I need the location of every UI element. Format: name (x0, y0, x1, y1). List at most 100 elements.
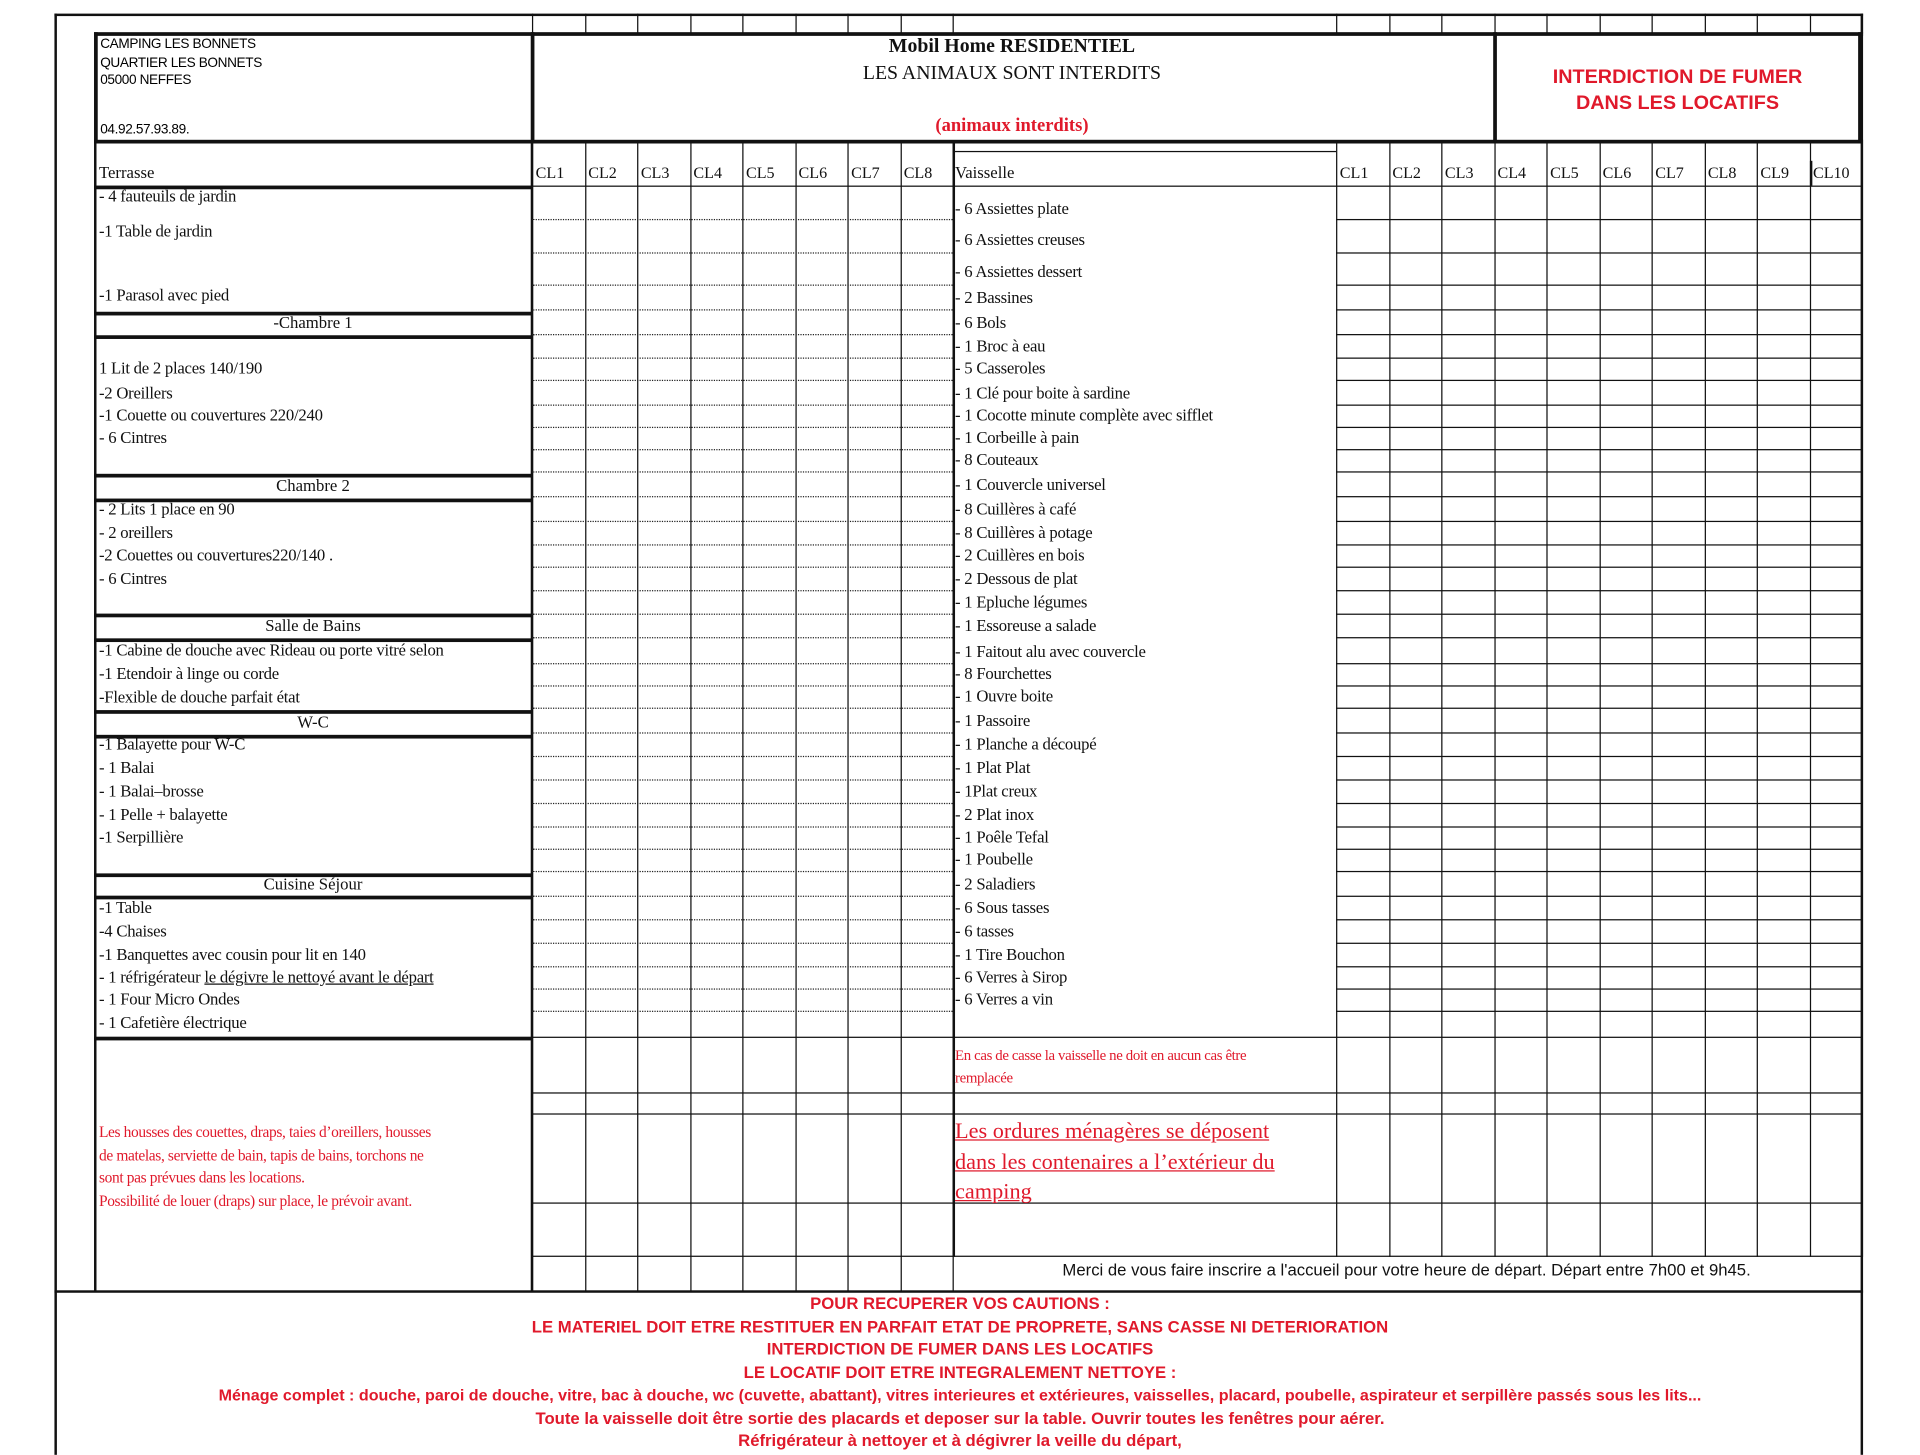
note-line: Possibilité de louer (draps) sur place, … (98, 1192, 412, 1210)
item-label: - 6 Cintres (98, 428, 167, 447)
column-header-right: CL3 (1444, 163, 1474, 182)
grid-line (1336, 284, 1862, 287)
column-header-right: CL7 (1655, 163, 1684, 182)
vaisselle-item: - 1 Faitout alu avec couvercle (955, 642, 1146, 661)
section-heading: -Chambre 1 (273, 313, 352, 333)
section-heading: Salle de Bains (265, 616, 361, 636)
waste-note: Les ordures ménagères se déposent dans l… (955, 1116, 1275, 1207)
column-line (742, 143, 744, 1292)
item-label: Chambre 2 (276, 476, 350, 495)
item-label: W-C (297, 712, 329, 732)
column-line (689, 143, 691, 1292)
column-header-right: CL10 (1812, 163, 1850, 182)
grid-line (1336, 919, 1862, 921)
header-border (1493, 32, 1497, 144)
inventory-item: - 1 Pelle + balayette (99, 805, 228, 825)
vaisselle-item: - 2 Plat inox (955, 805, 1034, 824)
dotted-grid-line (531, 707, 953, 709)
item-label: -1 Serpillière (98, 827, 184, 847)
outer-border (54, 13, 1864, 16)
item-label: -1 Balayette pour W-C (98, 734, 246, 754)
grid-line (952, 150, 1337, 153)
item-label: -1 Couette ou couvertures 220/240 (98, 405, 323, 425)
grid-line (1336, 613, 1862, 616)
column-line (1546, 143, 1548, 1257)
grid-line (1336, 218, 1862, 221)
footer-divider (54, 1290, 1864, 1293)
column-line (1651, 143, 1653, 1257)
column-header-left: CL8 (903, 163, 933, 182)
inventory-item: - 4 fauteuils de jardin (99, 187, 236, 207)
item-label: -Chambre 1 (273, 312, 353, 332)
dotted-grid-line (531, 471, 953, 473)
grid-line (1336, 685, 1862, 687)
section-heading: W-C (297, 713, 329, 733)
header-border (530, 32, 535, 144)
column-header-left: CL6 (798, 163, 828, 182)
item-label: Salle de Bains (265, 616, 361, 635)
dotted-grid-line (531, 942, 953, 944)
vaisselle-item: - 1 Planche a découpé (955, 734, 1097, 754)
section-divider (94, 498, 532, 502)
dotted-grid-line (531, 426, 953, 429)
item-label: - 1 Cafetière électrique (98, 1013, 247, 1032)
vaisselle-header: Vaisselle (955, 163, 1015, 182)
header-border (1858, 32, 1862, 144)
grid-line (1336, 988, 1862, 990)
grid-line (531, 1202, 953, 1204)
item-label: -1 Cabine de douche avec Rideau ou porte… (98, 640, 444, 660)
grid-line (952, 185, 1337, 187)
dotted-grid-line (531, 449, 953, 451)
vaisselle-item: - 1 Broc à eau (955, 336, 1046, 356)
item-label: - 6 Cintres (98, 569, 167, 588)
inventory-item: - 1 réfrigérateur le dégivre le nettoyé … (99, 967, 434, 987)
vaisselle-item: - 1 Ouvre boite (955, 686, 1053, 706)
grid-line (952, 143, 955, 1257)
grid-line (1704, 13, 1706, 34)
grid-line (1336, 1092, 1862, 1094)
dotted-grid-line (531, 966, 953, 968)
item-label: - 2 Lits 1 place en 90 (98, 499, 235, 519)
column-header-left: CL1 (535, 163, 565, 182)
column-line (847, 143, 849, 1292)
dotted-grid-line (531, 252, 953, 254)
vaisselle-item: - 5 Casseroles (955, 358, 1046, 378)
grid-line (1336, 802, 1862, 805)
note-line: Les housses des couettes, draps, taies d… (98, 1123, 431, 1141)
column-line (1704, 143, 1706, 1257)
grid-line (1336, 544, 1862, 546)
item-label: - 4 fauteuils de jardin (98, 186, 237, 206)
inventory-item: -2 Oreillers (99, 384, 173, 404)
vaisselle-item: - 1 Cocotte minute complète avec sifflet (955, 405, 1213, 425)
grid-line (531, 1255, 953, 1257)
camping-address: CAMPING LES BONNETS QUARTIER LES BONNETS… (100, 36, 262, 90)
grid-line (1336, 404, 1862, 407)
dotted-grid-line (531, 218, 953, 221)
section-divider (94, 311, 532, 315)
grid-line (1336, 496, 1862, 498)
outer-border (1860, 13, 1863, 1455)
dotted-grid-line (531, 496, 953, 498)
footer-line: Ménage complet : douche, paroi de douche… (218, 1385, 1702, 1405)
section-divider (94, 638, 532, 642)
section-divider (94, 1036, 532, 1040)
vaisselle-item: - 1 Tire Bouchon (955, 945, 1065, 964)
address-line: CAMPING LES BONNETS (100, 37, 256, 52)
note-line: camping (955, 1178, 1032, 1204)
vaisselle-item: - 1 Clé pour boite à sardine (955, 383, 1130, 403)
inventory-item: -1 Etendoir à linge ou corde (99, 664, 279, 684)
address-line: QUARTIER LES BONNETS (100, 55, 262, 70)
grid-line (1493, 13, 1496, 34)
grid-line (1336, 755, 1862, 758)
vaisselle-item: - 1 Couvercle universel (955, 475, 1106, 494)
grid-line (531, 185, 953, 187)
item-label: -2 Oreillers (98, 383, 173, 403)
departure-note: Merci de vous faire inscrire a l'accueil… (1062, 1260, 1751, 1280)
column-line (1493, 143, 1496, 1257)
vaisselle-item: - 2 Cuillères en bois (955, 545, 1085, 565)
vaisselle-item: - 6 Sous tasses (955, 898, 1050, 917)
vaisselle-item: - 1 Poêle Tefal (955, 827, 1049, 847)
inventory-item: -1 Balayette pour W-C (99, 735, 245, 755)
dotted-grid-line (531, 566, 953, 568)
